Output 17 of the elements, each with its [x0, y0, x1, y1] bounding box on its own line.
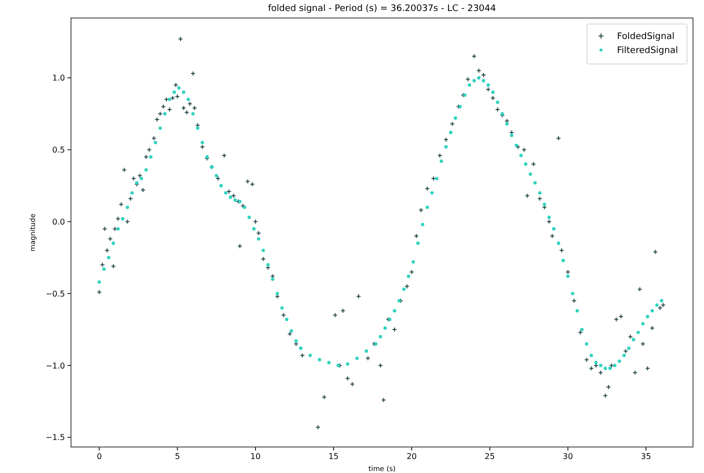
legend-label: FilteredSignal — [617, 46, 678, 56]
x-tick-label: 20 — [406, 452, 417, 461]
x-tick-label: 25 — [484, 452, 495, 461]
x-tick-label: 0 — [96, 452, 102, 461]
x-tick-label: 30 — [562, 452, 573, 461]
x-tick-label: 5 — [174, 452, 180, 461]
y-tick-label: −0.5 — [46, 289, 65, 298]
x-tick-label: 10 — [250, 452, 261, 461]
y-tick-label: 1.0 — [52, 74, 65, 83]
y-tick-label: −1.5 — [46, 433, 65, 442]
x-tick-label: 35 — [640, 452, 652, 461]
x-tick-label: 15 — [328, 452, 339, 461]
y-tick-label: 0.5 — [52, 146, 65, 155]
y-tick-label: −1.0 — [46, 361, 65, 370]
legend-label: FoldedSignal — [617, 32, 674, 42]
chart-title: folded signal - Period (s) = 36.20037s - LC - 23044 — [268, 4, 496, 14]
y-tick-label: 0.0 — [52, 217, 65, 226]
